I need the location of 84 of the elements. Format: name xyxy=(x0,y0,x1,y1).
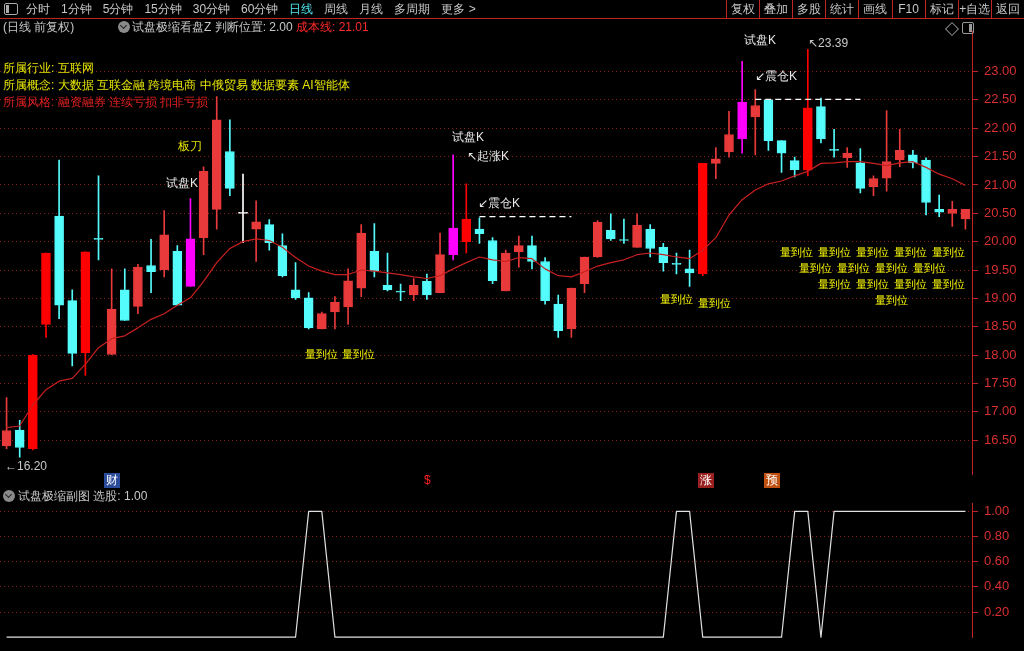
annotation: ↖23.39 xyxy=(808,36,849,51)
y-tick-label: 16.50 xyxy=(984,431,1017,447)
candlestick xyxy=(711,147,721,180)
y-tick-label: 20.50 xyxy=(984,204,1017,220)
annotation: 量到位 xyxy=(342,347,375,362)
y-tick-label: 19.00 xyxy=(984,289,1017,305)
text: 15分钟 xyxy=(144,0,182,18)
y-tick-label: 0.80 xyxy=(984,528,1010,544)
text: 周线 xyxy=(324,0,349,18)
annotation: 量到位 xyxy=(856,245,889,260)
text: 60分钟 xyxy=(241,0,279,18)
chart-title: 试盘极缩副图 选股: 1.00 xyxy=(18,488,148,505)
annotation: (日线 前复权) xyxy=(3,20,75,35)
annotation: 所属概念: 大数据 互联金融 跨境电商 中俄贸易 数据要素 AI智能体 xyxy=(3,78,350,93)
y-tick-label: 0.20 xyxy=(984,603,1010,619)
candlestick xyxy=(251,200,261,262)
annotation: 试盘K xyxy=(452,130,485,145)
text: 叠加 xyxy=(759,0,793,18)
annotation: 量到位 xyxy=(818,277,851,292)
text: 画线 xyxy=(858,0,892,18)
y-tick-label: 17.00 xyxy=(984,403,1017,419)
text: 日线 xyxy=(289,0,314,18)
annotation: 量到位 xyxy=(856,277,889,292)
annotation: 量到位 xyxy=(875,261,908,276)
candlestick xyxy=(238,173,248,244)
annotation: 量到位 xyxy=(894,277,927,292)
annotation: 涨 xyxy=(698,473,714,488)
text: 复权 xyxy=(726,0,760,18)
annotation: 试盘K xyxy=(166,176,199,191)
y-tick-label: 0.60 xyxy=(984,553,1010,569)
annotation: 试盘极缩看盘Z 判断位置: 2.00 xyxy=(132,20,293,35)
text: +自选 xyxy=(957,0,991,18)
annotation: 量到位 xyxy=(932,277,965,292)
y-tick-label: 22.50 xyxy=(984,91,1017,107)
annotation: 量到位 xyxy=(913,261,946,276)
y-tick-label: 23.00 xyxy=(984,63,1017,79)
annotation: 量到位 xyxy=(818,245,851,260)
y-tick-label: 17.50 xyxy=(984,375,1017,391)
annotation: ↖起涨K xyxy=(467,149,510,164)
text: 统计 xyxy=(825,0,859,18)
text: 更多 > xyxy=(441,0,476,18)
annotation: ↙震仓K xyxy=(755,69,798,84)
candlestick xyxy=(750,89,761,156)
annotation: 成本线: 21.01 xyxy=(296,20,369,35)
annotation: 量到位 xyxy=(305,347,338,362)
annotation: ↙震仓K xyxy=(478,196,521,211)
text: 多股 xyxy=(792,0,826,18)
text: 标记 xyxy=(924,0,958,18)
annotation: 量到位 xyxy=(837,261,870,276)
annotation: 量到位 xyxy=(780,245,813,260)
text: 1分钟 xyxy=(61,0,92,18)
y-tick-label: 20.00 xyxy=(984,233,1017,249)
annotation: 量到位 xyxy=(660,292,693,307)
text: 5分钟 xyxy=(102,0,134,18)
candlestick xyxy=(514,235,524,268)
text: 分时 xyxy=(26,0,50,18)
annotation: 板刀 xyxy=(178,139,202,154)
y-tick-label: 1.00 xyxy=(984,502,1010,518)
candlestick xyxy=(146,239,156,294)
annotation: 量到位 xyxy=(875,293,908,308)
annotation: 所属行业: 互联网 xyxy=(3,61,94,76)
y-tick-label: 22.00 xyxy=(984,119,1017,135)
y-tick-label: 21.00 xyxy=(984,176,1017,192)
text: 多周期 xyxy=(394,0,431,18)
annotation: $ xyxy=(424,473,431,488)
annotation: 量到位 xyxy=(932,245,965,260)
text: 返回 xyxy=(990,0,1024,18)
candlestick xyxy=(947,201,958,227)
annotation: 所属风格: 融资融券 连续亏损 扣非亏损 xyxy=(3,95,209,110)
annotation: 量到位 xyxy=(799,261,832,276)
annotation: ←16.20 xyxy=(5,459,48,474)
annotation: 量到位 xyxy=(698,296,731,311)
y-tick-label: 21.50 xyxy=(984,148,1017,164)
y-tick-label: 18.00 xyxy=(984,346,1017,362)
text: 30分钟 xyxy=(192,0,231,18)
annotation: 试盘K xyxy=(744,33,777,48)
y-tick-label: 0.40 xyxy=(984,578,1010,594)
annotation: 量到位 xyxy=(894,245,927,260)
text: F10 xyxy=(891,0,925,18)
y-tick-label: 19.50 xyxy=(984,261,1017,277)
annotation: 财 xyxy=(104,473,120,488)
text: 月线 xyxy=(359,0,384,18)
y-tick-label: 18.50 xyxy=(984,318,1017,334)
annotation: 预 xyxy=(764,473,780,488)
